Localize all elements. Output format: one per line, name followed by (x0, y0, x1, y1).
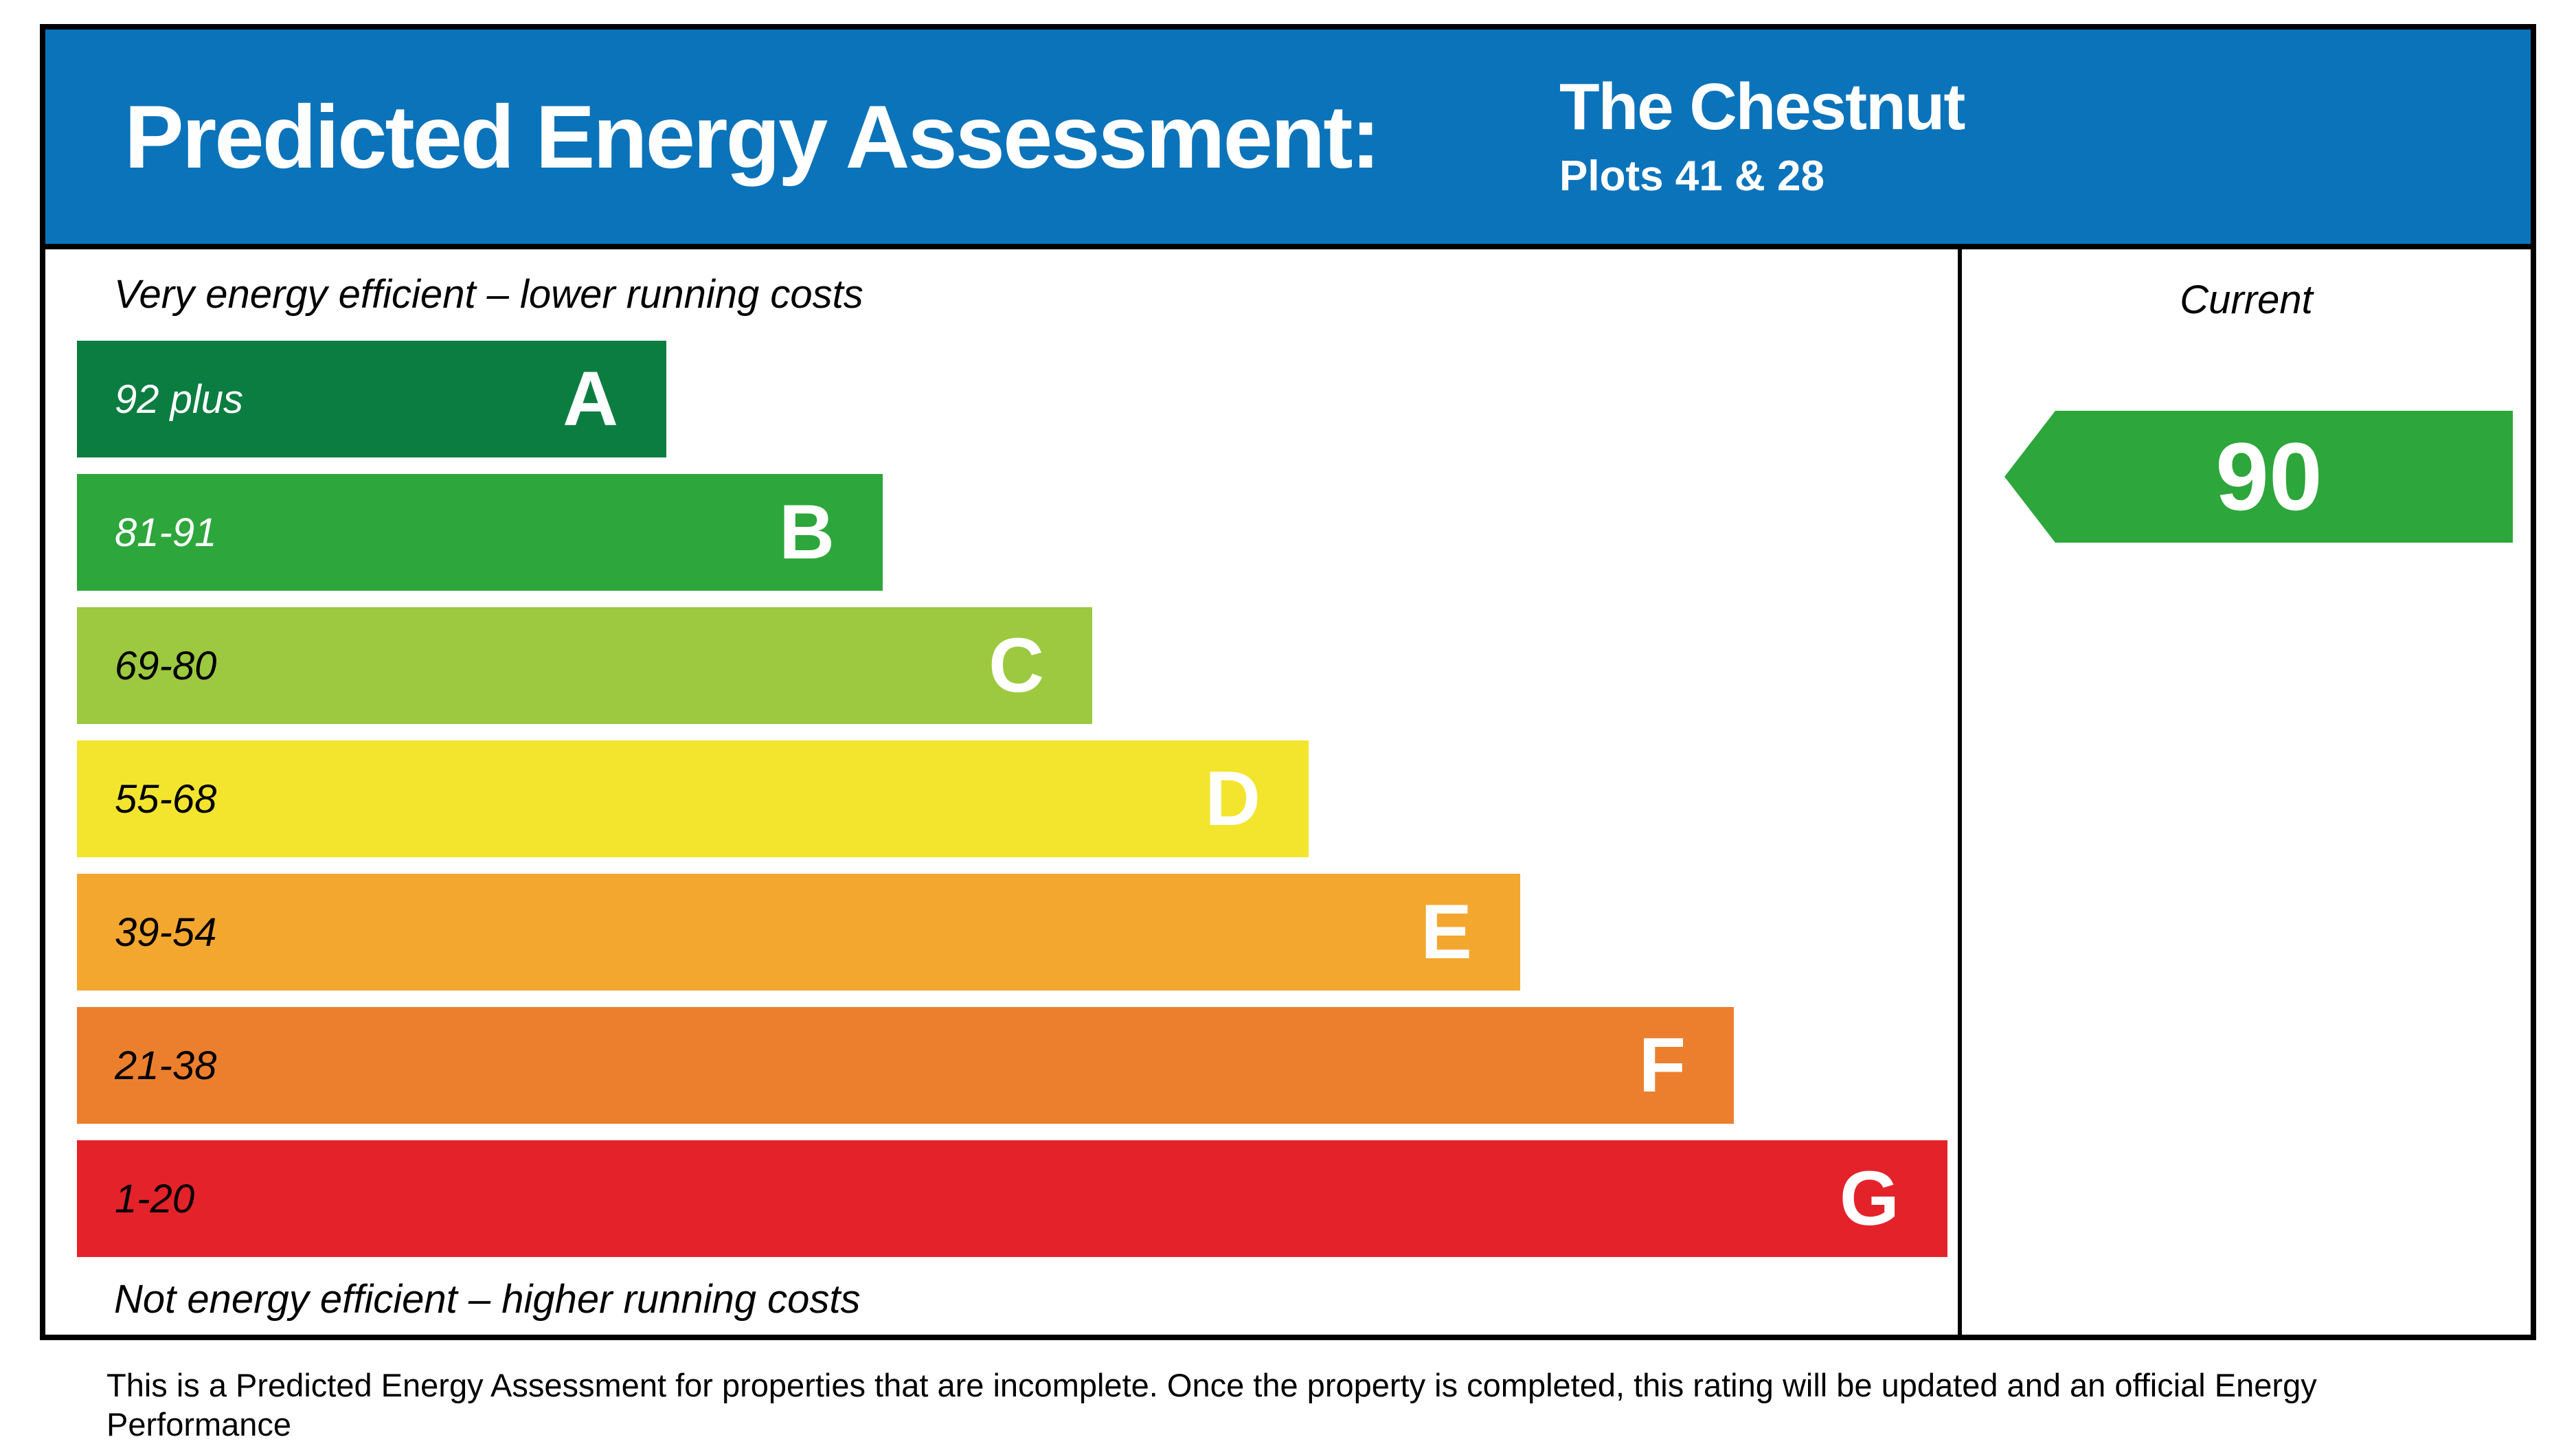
plots-label: Plots 41 & 28 (1559, 152, 1824, 200)
band-row-c: 69-80 C (77, 607, 1092, 724)
footer-note-line1: This is a Predicted Energy Assessment fo… (106, 1367, 2317, 1443)
band-range-label: 81-91 (115, 510, 217, 555)
band-row-f: 21-38 F (77, 1007, 1734, 1124)
band-range-label: 55-68 (115, 776, 217, 822)
property-info: The Chestnut Plots 41 & 28 (1559, 70, 1965, 201)
band-range-label: 21-38 (115, 1043, 217, 1088)
current-rating-value: 90 (2215, 422, 2323, 530)
efficiency-top-label: Very energy efficient – lower running co… (114, 272, 863, 317)
band-letter: D (1205, 756, 1261, 841)
current-column: Current 90 (1958, 249, 2531, 1335)
footer-note: This is a Predicted Energy Assessment fo… (106, 1366, 2497, 1448)
band-letter: A (563, 356, 618, 442)
epc-header: Predicted Energy Assessment: The Chestnu… (45, 30, 2531, 249)
band-row-b: 81-91 B (77, 474, 883, 591)
band-letter: E (1421, 889, 1472, 975)
band-row-a: 92 plus A (77, 341, 666, 457)
band-row-g: 1-20 G (77, 1140, 1947, 1257)
current-column-label: Current (2180, 278, 2313, 322)
efficiency-bottom-label: Not energy efficient – higher running co… (114, 1277, 861, 1322)
rating-scale: Very energy efficient – lower running co… (45, 249, 2531, 1335)
band-letter: G (1839, 1155, 1899, 1241)
footer-note-line2: Certificate will be created for the prop… (106, 1444, 2497, 1448)
band-range-label: 39-54 (115, 909, 217, 955)
current-rating-arrow: 90 (2004, 411, 2513, 543)
page-title: Predicted Energy Assessment: (124, 87, 1381, 187)
band-row-d: 55-68 D (77, 740, 1309, 857)
band-letter: B (779, 489, 835, 575)
band-letter: C (988, 622, 1044, 708)
band-range-label: 69-80 (115, 643, 217, 688)
band-range-label: 92 plus (115, 376, 244, 422)
band-row-e: 39-54 E (77, 874, 1520, 991)
band-range-label: 1-20 (115, 1176, 195, 1221)
band-list: 92 plus A 81-91 B 69-80 C 55-68 D (77, 341, 1958, 1257)
property-name: The Chestnut (1559, 70, 1965, 144)
band-letter: F (1638, 1022, 1686, 1108)
bands-column: Very energy efficient – lower running co… (45, 249, 1958, 1335)
certificate-frame: Predicted Energy Assessment: The Chestnu… (40, 24, 2536, 1340)
